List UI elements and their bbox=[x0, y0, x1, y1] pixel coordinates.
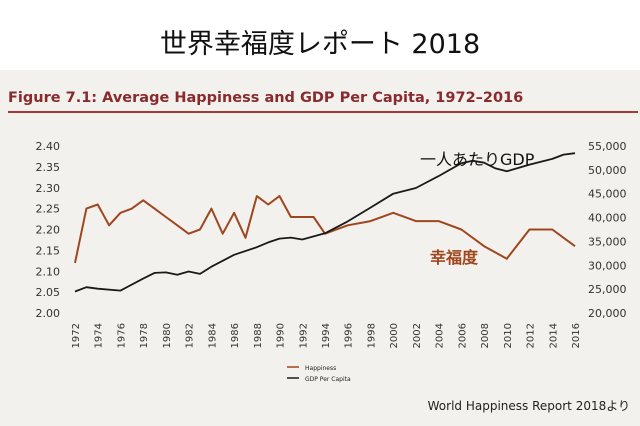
x-tick-label: 1992 bbox=[298, 323, 309, 348]
happiness-annotation: 幸福度 bbox=[430, 248, 479, 267]
series-line-happiness bbox=[74, 195, 576, 264]
y-right-tick-label: 45,000 bbox=[588, 188, 627, 201]
x-tick-label: 1986 bbox=[230, 323, 241, 348]
figure-title-rule bbox=[8, 111, 638, 113]
x-tick-label: 2004 bbox=[435, 323, 446, 348]
legend-label: GDP Per Capita bbox=[305, 376, 351, 383]
y-left-tick-label: 2.35 bbox=[36, 161, 61, 174]
y-left-tick-label: 2.05 bbox=[36, 286, 61, 299]
x-tick-label: 1998 bbox=[366, 323, 377, 348]
x-tick-label: 2012 bbox=[526, 323, 537, 348]
figure-photo bbox=[0, 70, 640, 426]
x-tick-label: 2000 bbox=[389, 323, 400, 348]
series-line-gdp-per-capita bbox=[74, 152, 576, 293]
y-right-tick-label: 25,000 bbox=[588, 283, 627, 296]
y-left-tick-label: 2.20 bbox=[36, 224, 61, 237]
gdp-annotation: 一人あたりGDP bbox=[420, 150, 535, 169]
y-right-tick-label: 30,000 bbox=[588, 259, 627, 272]
y-right-tick-label: 40,000 bbox=[588, 212, 627, 225]
y-left-tick-label: 2.25 bbox=[36, 203, 61, 216]
x-tick-label: 1996 bbox=[344, 323, 355, 348]
y-left-tick-label: 2.10 bbox=[36, 265, 61, 278]
x-tick-label: 1982 bbox=[185, 323, 196, 348]
y-right-tick-label: 20,000 bbox=[588, 307, 627, 320]
y-left-tick-label: 2.00 bbox=[36, 307, 61, 320]
figure-title: Figure 7.1: Average Happiness and GDP Pe… bbox=[8, 90, 524, 106]
slide-title: 世界幸福度レポート 2018 bbox=[159, 29, 481, 60]
x-tick-label: 2002 bbox=[412, 323, 423, 348]
source-note: World Happiness Report 2018より bbox=[427, 399, 630, 413]
x-tick-label: 1994 bbox=[321, 323, 332, 348]
x-tick-label: 1978 bbox=[139, 323, 150, 348]
x-tick-label: 2014 bbox=[548, 323, 559, 348]
y-left-tick-label: 2.30 bbox=[36, 182, 61, 195]
y-left-tick-label: 2.15 bbox=[36, 244, 61, 257]
y-right-tick-label: 55,000 bbox=[588, 140, 627, 153]
x-tick-label: 1974 bbox=[94, 323, 105, 348]
x-tick-label: 2008 bbox=[480, 323, 491, 348]
x-tick-label: 1976 bbox=[116, 323, 127, 348]
y-right-tick-label: 50,000 bbox=[588, 164, 627, 177]
x-tick-label: 2006 bbox=[457, 323, 468, 348]
x-tick-label: 2016 bbox=[571, 323, 582, 348]
x-tick-label: 1984 bbox=[207, 323, 218, 348]
y-left-tick-label: 2.40 bbox=[36, 140, 61, 153]
x-tick-label: 1988 bbox=[253, 323, 264, 348]
legend-label: Happiness bbox=[305, 365, 336, 372]
x-tick-label: 1980 bbox=[162, 323, 173, 348]
x-tick-label: 2010 bbox=[503, 323, 514, 348]
x-tick-label: 1972 bbox=[71, 323, 82, 348]
x-tick-label: 1990 bbox=[276, 323, 287, 348]
y-right-tick-label: 35,000 bbox=[588, 235, 627, 248]
